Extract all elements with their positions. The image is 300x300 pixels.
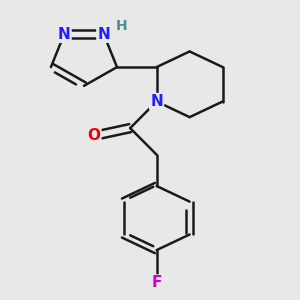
Text: N: N — [150, 94, 163, 109]
Text: O: O — [87, 128, 101, 143]
Text: N: N — [58, 27, 70, 42]
Text: F: F — [152, 275, 162, 290]
Text: N: N — [98, 27, 110, 42]
Text: H: H — [116, 20, 128, 33]
